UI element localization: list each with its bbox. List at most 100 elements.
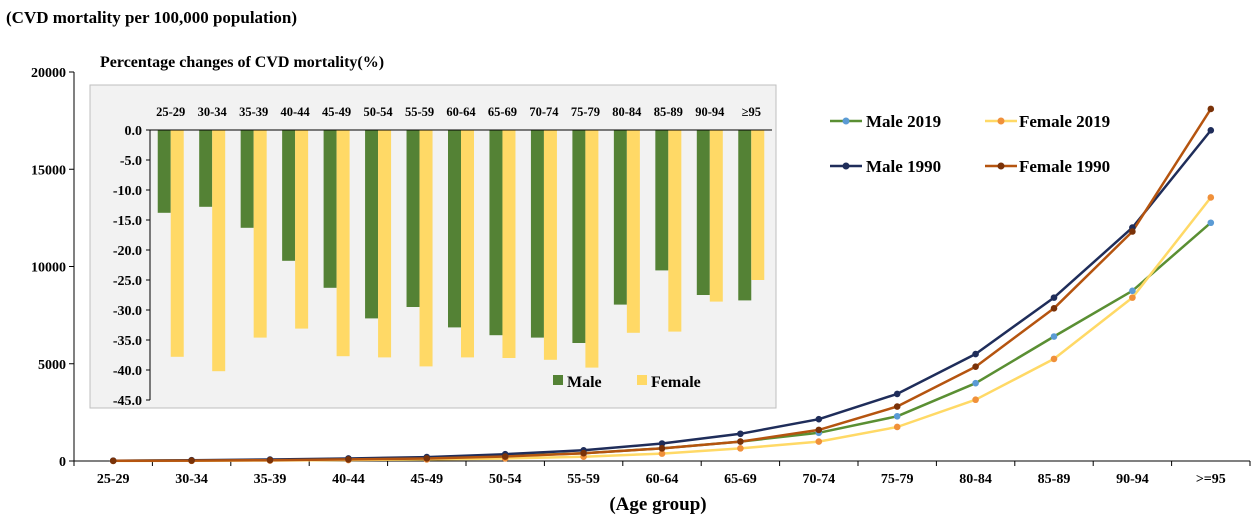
inset-bar-female-10 xyxy=(585,130,599,368)
point-female-1990-12 xyxy=(1050,305,1058,312)
legend-female-2019-label: Female 2019 xyxy=(1019,112,1110,131)
inset-bar-male-2 xyxy=(240,130,254,228)
point-female-1990-4 xyxy=(423,455,431,462)
legend-female-1990-label: Female 1990 xyxy=(1019,157,1110,176)
point-male-2019-14 xyxy=(1207,219,1215,227)
inset-bar-female-11 xyxy=(626,130,640,333)
main-x-tick-label: 50-54 xyxy=(489,472,522,487)
inset-y-tick-label: -45.0 xyxy=(113,394,142,409)
legend-male-1990-marker xyxy=(842,162,850,170)
point-female-2019-11 xyxy=(972,396,979,404)
point-male-1990-8 xyxy=(737,430,744,438)
inset-bar-female-1 xyxy=(212,130,226,372)
legend-male-2019-label: Male 2019 xyxy=(866,112,941,131)
point-male-2019-12 xyxy=(1050,333,1058,340)
main-y-tick-label: 5000 xyxy=(38,358,66,373)
inset-legend-male-label: Male xyxy=(567,374,602,391)
point-female-2019-7 xyxy=(658,450,666,457)
inset-bar-female-5 xyxy=(378,130,392,358)
point-male-1990-12 xyxy=(1050,294,1058,301)
point-female-1990-8 xyxy=(737,438,744,445)
point-male-1990-7 xyxy=(658,440,666,447)
main-x-tick-label: 60-64 xyxy=(646,472,679,487)
inset-y-tick-label: 0.0 xyxy=(125,124,143,139)
inset-y-tick-label: -40.0 xyxy=(113,364,142,379)
inset-y-tick-label: -10.0 xyxy=(113,184,142,199)
main-y-tick-label: 0 xyxy=(59,455,66,470)
inset-category-label: 35-39 xyxy=(239,105,268,119)
inset-bar-male-12 xyxy=(655,130,669,271)
inset-bar-male-11 xyxy=(613,130,627,305)
point-female-2019-13 xyxy=(1129,294,1136,301)
inset-legend-male-swatch xyxy=(553,375,563,385)
legend-female-2019: Female 2019 xyxy=(985,112,1110,131)
main-x-tick-label: 80-84 xyxy=(959,472,992,487)
inset-y-tick-label: -5.0 xyxy=(120,154,142,169)
inset-category-label: 85-89 xyxy=(654,105,683,119)
main-x-tick-label: 90-94 xyxy=(1116,472,1149,487)
inset-category-label: ≥95 xyxy=(742,105,761,119)
point-male-2019-13 xyxy=(1129,287,1136,295)
main-x-tick-label: 75-79 xyxy=(881,472,914,487)
main-x-tick-label: 40-44 xyxy=(332,472,365,487)
inset-bar-female-4 xyxy=(336,130,350,357)
inset-bar-male-5 xyxy=(365,130,379,319)
inset-bar-male-13 xyxy=(696,130,710,295)
legend-male-1990: Male 1990 xyxy=(830,157,941,176)
point-female-2019-10 xyxy=(893,423,901,431)
main-x-axis-label: (Age group) xyxy=(609,494,706,515)
main-y-tick-label: 20000 xyxy=(31,66,66,81)
point-male-1990-9 xyxy=(815,415,823,423)
inset-y-ticks: 0.0 -5.0 -10.0 -15.0 -20.0 -25.0 -30.0 -35.0 -40… xyxy=(113,124,150,409)
inset-bar-male-4 xyxy=(323,130,337,288)
inset-y-tick-label: -20.0 xyxy=(113,244,142,259)
inset-category-label: 30-34 xyxy=(198,105,228,119)
inset-bar-female-8 xyxy=(502,130,516,358)
inset-category-label: 50-54 xyxy=(363,105,393,119)
inset-legend-female-swatch xyxy=(637,375,647,385)
inset-category-label: 90-94 xyxy=(695,105,725,119)
main-x-tick-label: 45-49 xyxy=(410,472,443,487)
main-y-tick-label: 10000 xyxy=(31,261,66,276)
main-x-tick-label: 65-69 xyxy=(724,472,757,487)
inset-bar-male-14 xyxy=(738,130,752,301)
point-female-1990-13 xyxy=(1129,228,1136,235)
point-male-1990-14 xyxy=(1207,127,1215,134)
main-x-tick-label: 70-74 xyxy=(802,472,835,487)
inset-category-label: 70-74 xyxy=(529,105,559,119)
point-male-1990-10 xyxy=(893,390,901,398)
inset-bar-male-8 xyxy=(489,130,503,336)
main-x-tick-label: 55-59 xyxy=(567,472,600,487)
main-x-tick-label: 25-29 xyxy=(97,472,130,487)
point-female-1990-1 xyxy=(188,457,195,464)
inset-category-label: 45-49 xyxy=(322,105,351,119)
main-y-ticks: 0 5000 10000 15000 20000 xyxy=(31,66,74,470)
inset-bar-male-7 xyxy=(448,130,461,328)
inset-bar-female-13 xyxy=(709,130,723,302)
inset-bars xyxy=(157,130,765,372)
inset-bar-female-14 xyxy=(751,130,765,280)
point-female-1990-5 xyxy=(501,453,509,460)
legend-female-2019-marker xyxy=(997,117,1005,125)
legend-male-2019: Male 2019 xyxy=(830,112,941,131)
point-female-1990-0 xyxy=(109,457,117,465)
point-female-1990-11 xyxy=(972,363,979,370)
inset-bar-female-3 xyxy=(295,130,309,329)
legend-male-2019-marker xyxy=(842,117,850,125)
inset-category-label: 55-59 xyxy=(405,105,434,119)
inset-bar-female-2 xyxy=(253,130,267,338)
inset-y-tick-label: -15.0 xyxy=(113,214,142,229)
main-series-lines xyxy=(109,105,1215,465)
inset-category-label: 65-69 xyxy=(488,105,517,119)
inset-bar-male-0 xyxy=(157,130,171,213)
inset-category-label: 75-79 xyxy=(571,105,600,119)
main-x-tick-label: 35-39 xyxy=(254,472,287,487)
main-x-ticks: 25-29 30-34 35-39 40-44 45-49 50-54 55-59 60-64… xyxy=(73,461,1251,487)
inset-bar-female-0 xyxy=(170,130,184,357)
inset-category-label: 60-64 xyxy=(446,105,476,119)
inset-category-labels: 25-29 30-34 35-39 40-44 45-49 50-54 55-59 60-64… xyxy=(156,105,761,119)
point-female-1990-10 xyxy=(893,403,901,410)
inset-category-label: 40-44 xyxy=(281,105,311,119)
point-female-2019-12 xyxy=(1050,355,1058,363)
